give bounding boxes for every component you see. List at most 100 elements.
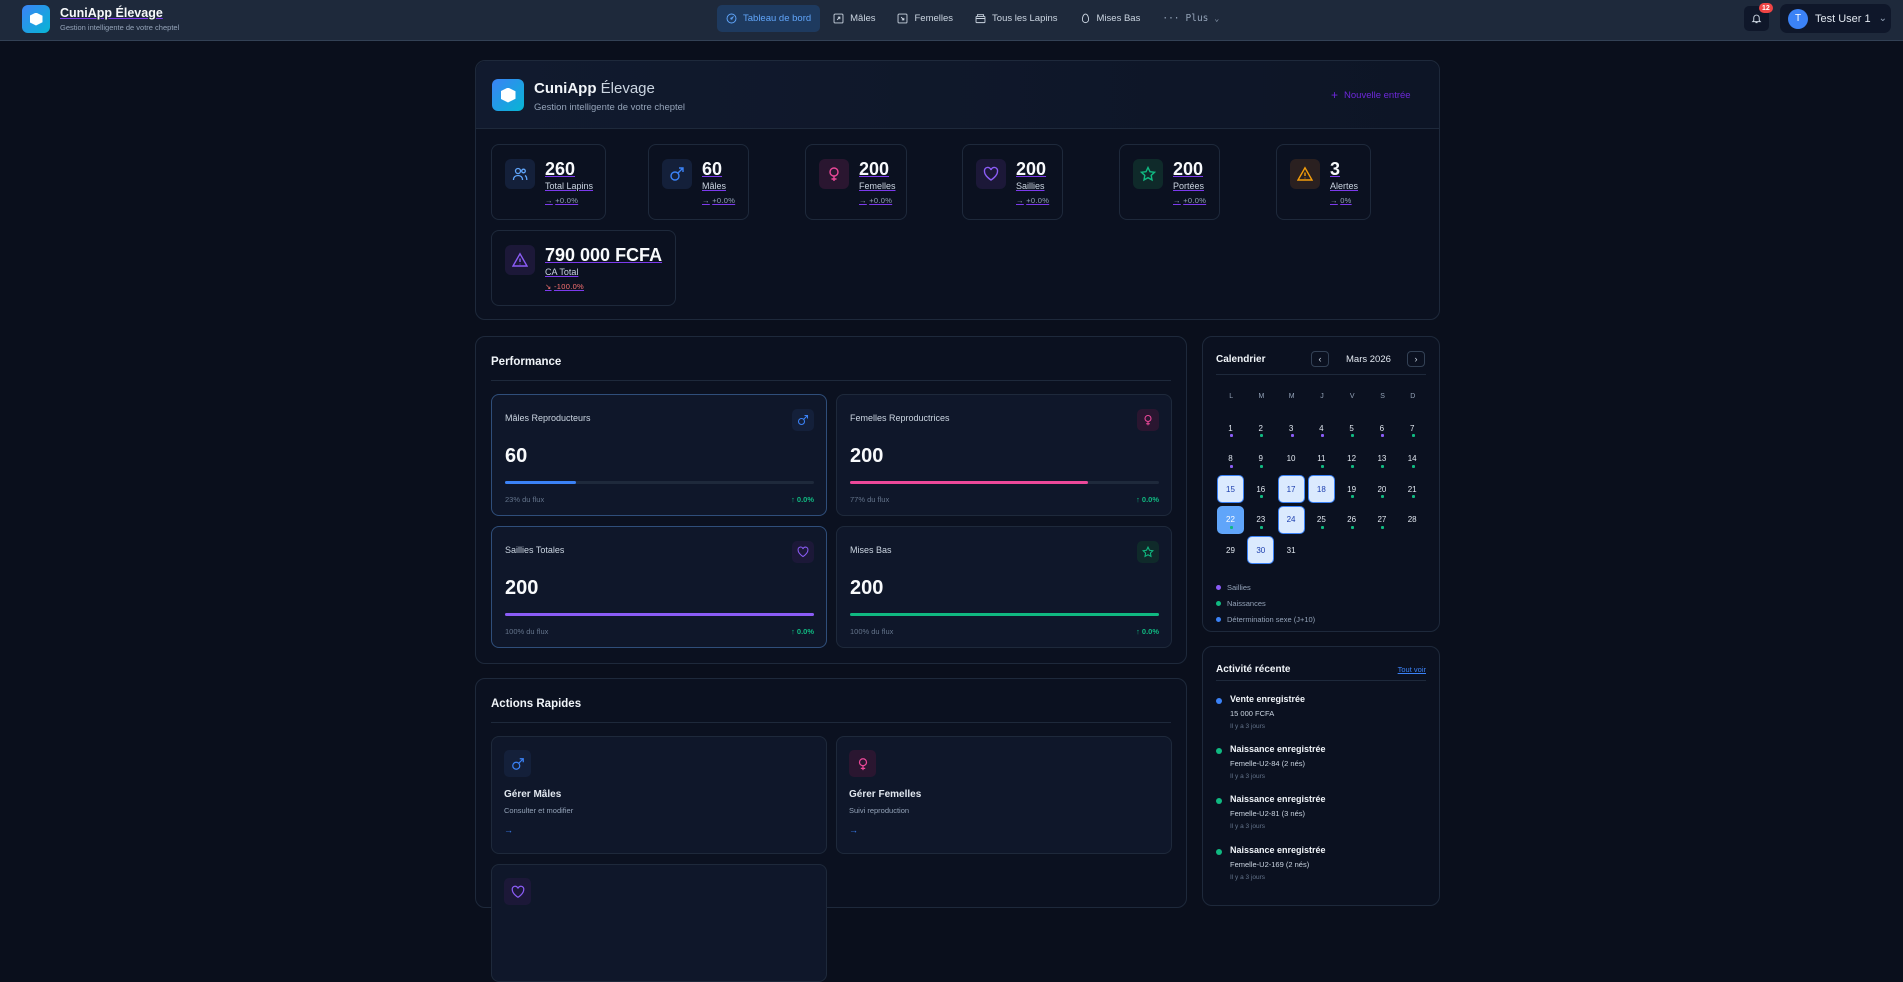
arrow-up-right-box-icon [833,13,844,24]
divider [491,380,1171,381]
perf-value: 60 [505,445,528,467]
stat-total-lapins[interactable]: 260 Total Lapins → +0.0% [491,144,606,220]
calendar-day[interactable]: 10 [1277,444,1307,475]
calendar-day[interactable]: 13 [1367,444,1397,475]
day-number: 21 [1407,484,1417,494]
brand[interactable]: CuniApp Élevage Gestion intelligente de … [22,5,179,33]
see-all-link[interactable]: Tout voir [1397,665,1426,674]
calendar-day[interactable]: 7 [1398,413,1428,444]
stat-males[interactable]: 60 Mâles → +0.0% [648,144,749,220]
stat-femelles[interactable]: 200 Femelles → +0.0% [805,144,907,220]
event-dot [1351,464,1355,468]
calendar-day[interactable]: 20 [1367,474,1397,505]
legend-label: Naissances [1227,598,1266,608]
calendar-grid: L M M J V S D 1 2 3 4 5 6 7 8 9 10 11 12 13 14 15 16 17 1… [1216,393,1428,566]
calendar-day[interactable]: 28 [1398,505,1428,536]
overview-header: CuniApp Élevage Gestion intelligente de … [476,61,1439,129]
perf-card-femelles[interactable]: Femelles Reproductrices 200 77% du flux … [836,394,1172,516]
nav-tableau-de-bord[interactable]: Tableau de bord [717,5,821,32]
stat-portees[interactable]: 200 Portées → +0.0% [1119,144,1220,220]
tray-icon [975,14,986,24]
calendar-prev-button[interactable]: ‹ [1311,351,1329,367]
calendar-day[interactable]: 25 [1307,505,1337,536]
calendar-day[interactable]: 26 [1337,505,1367,536]
stat-change: → 0% [1330,196,1352,205]
warning-icon [1290,159,1320,189]
progress-bar [505,481,814,484]
activity-time: Il y a 3 jours [1230,773,1266,780]
male-icon [504,750,531,777]
user-menu[interactable]: T Test User 1 ⌄ [1780,4,1891,33]
new-entry-button[interactable]: + Nouvelle entrée [1331,88,1411,102]
calendar-day[interactable]: 1 [1216,413,1246,444]
change-value: +0.0% [712,196,736,205]
calendar-day[interactable]: 11 [1307,444,1337,475]
calendar-day[interactable]: 9 [1246,444,1276,475]
nav-plus-dropdown[interactable]: ··· Plus ⌄ [1153,5,1228,32]
activity-time: Il y a 3 jours [1230,723,1266,730]
perf-change: ↑ 0.0% [1136,627,1159,636]
action-saillies[interactable] [491,864,827,982]
calendar-day[interactable]: 31 [1277,535,1307,566]
calendar-day[interactable]: 23 [1246,505,1276,536]
status-dot [1216,798,1222,804]
calendar-day[interactable]: 2 [1246,413,1276,444]
calendar-day[interactable]: 18 [1307,474,1337,505]
nav-label: Mâles [850,13,876,24]
day-number: 15 [1217,475,1244,503]
calendar-week: 1 2 3 4 5 6 7 [1216,413,1428,444]
stat-ca-total[interactable]: 790 000 FCFA CA Total ↘ -100.0% [491,230,676,306]
day-number: 1 [1228,423,1233,433]
calendar-day[interactable]: 19 [1337,474,1367,505]
weekday: D [1410,393,1416,400]
stat-value: 60 [702,159,723,179]
calendar-day[interactable]: 24 [1277,505,1307,536]
calendar-day[interactable]: 22 [1216,505,1246,536]
calendar-day[interactable]: 8 [1216,444,1246,475]
calendar-next-button[interactable]: › [1407,351,1425,367]
calendar-day[interactable]: 12 [1337,444,1367,475]
stat-label: Portées [1173,181,1205,191]
perf-card-males[interactable]: Mâles Reproducteurs 60 23% du flux ↑ 0.0… [491,394,827,516]
action-gerer-femelles[interactable]: Gérer Femelles Suivi reproduction → [836,736,1172,854]
nav-femelles[interactable]: Femelles [888,5,962,32]
plus-icon: + [1331,88,1339,102]
perf-card-mises-bas[interactable]: Mises Bas 200 100% du flux ↑ 0.0% [836,526,1172,648]
calendar-day[interactable]: 17 [1277,474,1307,505]
calendar-day[interactable]: 16 [1246,474,1276,505]
activity-heading: Naissance enregistrée [1230,744,1326,754]
progress-bar [505,613,814,616]
calendar-day[interactable]: 5 [1337,413,1367,444]
stat-saillies[interactable]: 200 Saillies → +0.0% [962,144,1063,220]
calendar-day[interactable]: 14 [1398,444,1428,475]
day-number: 14 [1407,454,1417,463]
trend-arrow: → [545,196,553,205]
event-dot [1381,434,1385,437]
calendar-day[interactable]: 30 [1246,535,1276,566]
calendar-day[interactable]: 3 [1277,413,1307,444]
nav-mises-bas[interactable]: Mises Bas [1071,5,1150,32]
male-icon [662,159,692,189]
calendar-day[interactable]: 29 [1216,535,1246,566]
title-bold: CuniApp [534,80,597,97]
action-gerer-males[interactable]: Gérer Mâles Consulter et modifier → [491,736,827,854]
nav-males[interactable]: Mâles [824,5,884,32]
stat-alertes[interactable]: 3 Alertes → 0% [1276,144,1371,220]
notifications-button[interactable] [1744,6,1769,31]
progress-bar [850,613,1159,616]
app-title: CuniApp Élevage [60,6,163,20]
calendar-day[interactable]: 4 [1307,413,1337,444]
day-number: 19 [1347,484,1357,494]
calendar-day[interactable]: 21 [1398,474,1428,505]
stat-value: 3 [1330,159,1341,179]
top-navbar: CuniApp Élevage Gestion intelligente de … [0,0,1903,41]
legend-item: Détermination sexe (J+10) [1216,611,1315,627]
calendar-day[interactable]: 27 [1367,505,1397,536]
perf-card-saillies[interactable]: Saillies Totales 200 100% du flux ↑ 0.0% [491,526,827,648]
calendar-day[interactable]: 15 [1216,474,1246,505]
calendar-day[interactable]: 6 [1367,413,1397,444]
stat-value: 790 000 FCFA [545,245,663,265]
divider [1216,680,1426,681]
status-dot [1216,698,1222,704]
nav-tous-les-lapins[interactable]: Tous les Lapins [966,5,1066,32]
